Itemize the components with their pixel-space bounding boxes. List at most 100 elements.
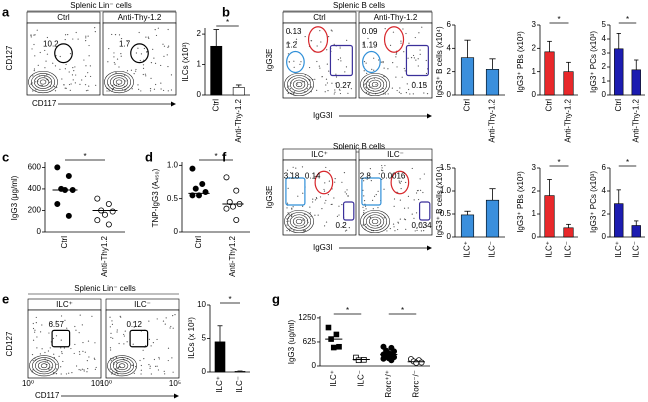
data-point (418, 359, 425, 366)
event-dot (292, 206, 294, 208)
event-dot (395, 76, 397, 78)
event-dot (83, 59, 85, 61)
data-point (54, 164, 61, 171)
event-dot (309, 212, 311, 214)
event-dot (411, 213, 413, 215)
event-dot (286, 89, 289, 91)
event-dot (170, 89, 173, 91)
event-dot (142, 349, 144, 351)
event-dot (419, 223, 421, 225)
event-dot (140, 364, 142, 367)
data-point (333, 331, 340, 338)
event-dot (339, 89, 341, 91)
event-dot (88, 356, 90, 358)
data-point (189, 192, 196, 199)
event-dot (109, 347, 112, 349)
y-axis-label: IgG3⁺ PCs (x10³) (589, 171, 598, 233)
event-dot (293, 66, 295, 68)
event-dot (142, 67, 145, 70)
event-dot (340, 60, 342, 62)
event-dot (387, 68, 389, 70)
event-dot (399, 182, 401, 184)
event-dot (68, 372, 70, 374)
y-tick-label: 4 (602, 34, 607, 43)
event-dot (60, 347, 62, 349)
y-axis-label: IgG3 (μg/ml) (10, 175, 19, 220)
x-tick-label: Anti-Thy-1.2 (564, 98, 573, 142)
event-dot (81, 79, 83, 81)
data-point (109, 208, 116, 215)
y-tick-label: 6 (602, 163, 607, 172)
event-dot (60, 373, 62, 375)
data-point (102, 211, 109, 218)
significance-label: * (557, 15, 560, 24)
event-dot (75, 365, 78, 367)
event-dot (130, 69, 133, 71)
event-dot (291, 208, 293, 210)
event-dot (32, 339, 35, 341)
event-dot (88, 44, 90, 47)
bar (614, 203, 624, 238)
x-tick-label: ILC⁻ (488, 241, 497, 258)
density-contour (360, 209, 390, 234)
event-dot (397, 221, 399, 223)
event-dot (162, 89, 165, 92)
event-dot (423, 173, 425, 175)
event-dot (393, 198, 396, 200)
data-point (325, 324, 332, 331)
event-dot (124, 90, 126, 92)
plot-name: Ctrl (57, 13, 70, 22)
event-dot (293, 91, 295, 93)
event-dot (131, 364, 133, 366)
event-dot (412, 93, 414, 95)
y-tick-label: 2 (532, 43, 537, 52)
density-contour (107, 73, 132, 91)
event-dot (400, 92, 402, 95)
event-dot (82, 350, 84, 352)
gate (54, 43, 73, 64)
gate (329, 44, 353, 77)
density-contour (295, 218, 303, 225)
event-dot (31, 82, 33, 84)
event-dot (94, 368, 96, 370)
event-dot (167, 347, 170, 349)
panel-title: Splenic Lin⁻ cells (74, 284, 136, 293)
event-dot (61, 351, 63, 353)
data-point (65, 212, 72, 219)
event-dot (323, 188, 325, 191)
event-dot (302, 192, 304, 194)
event-dot (291, 92, 293, 94)
event-dot (163, 45, 166, 47)
event-dot (116, 361, 118, 363)
event-dot (55, 320, 57, 322)
event-dot (167, 28, 169, 31)
x-tick-label: Ctrl (211, 99, 220, 112)
event-dot (383, 188, 385, 190)
event-dot (167, 359, 169, 362)
event-dot (109, 326, 111, 328)
event-dot (365, 91, 368, 94)
event-dot (286, 207, 288, 209)
gate (51, 329, 71, 348)
bar (460, 214, 475, 238)
event-dot (347, 195, 349, 197)
event-dot (64, 319, 66, 321)
event-dot (377, 190, 379, 192)
event-dot (53, 86, 56, 88)
event-dot (316, 45, 318, 47)
event-dot (120, 52, 122, 55)
event-dot (86, 360, 88, 362)
x-tick-label: ILC⁺ (614, 241, 623, 258)
event-dot (145, 75, 147, 77)
data-point (388, 357, 395, 364)
event-dot (153, 88, 156, 90)
event-dot (415, 192, 418, 194)
event-dot (110, 336, 112, 339)
event-dot (112, 337, 114, 339)
event-dot (299, 63, 301, 65)
event-dot (84, 351, 86, 353)
event-dot (343, 172, 346, 174)
event-dot (377, 207, 379, 209)
event-dot (132, 343, 134, 345)
event-dot (408, 42, 410, 44)
